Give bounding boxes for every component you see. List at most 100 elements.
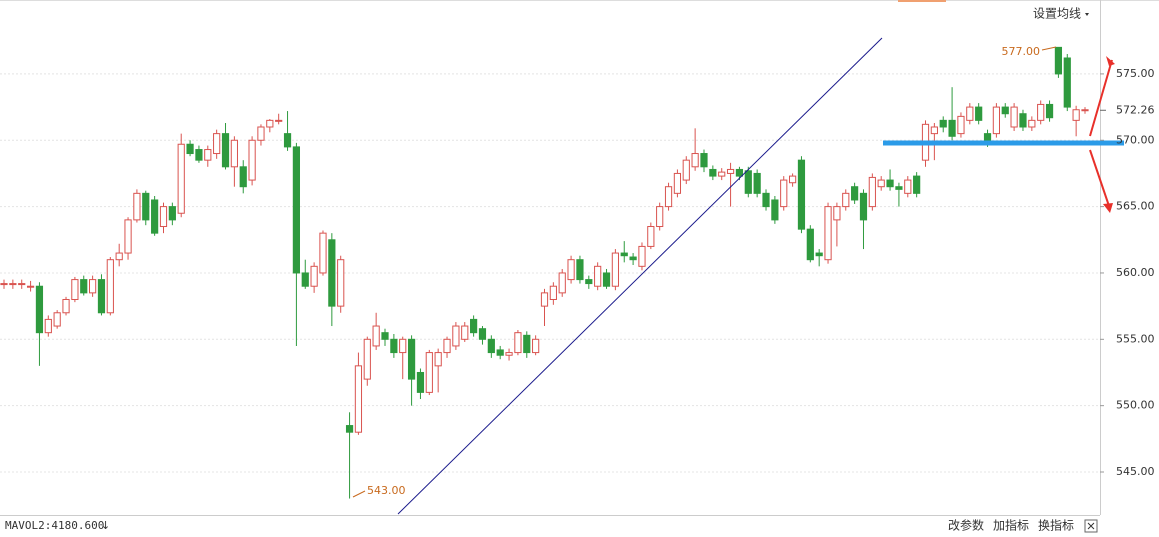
candle-body (753, 172, 761, 194)
candle-body (532, 338, 540, 354)
candle-body (470, 318, 478, 334)
candle-body (328, 239, 336, 307)
high-pointer (1041, 46, 1057, 51)
close-icon (1087, 522, 1095, 530)
candle-body (664, 186, 673, 208)
candle-body (142, 192, 150, 221)
menu-caret (1085, 13, 1089, 16)
y-tick-label: 560.00 (1116, 266, 1155, 279)
candle-body (434, 352, 442, 367)
candle-body (354, 365, 363, 433)
candle-body (319, 232, 327, 274)
y-tick-label: 550.00 (1116, 399, 1155, 412)
candle-body (815, 252, 823, 257)
trend-line (397, 37, 883, 515)
candle-body (159, 206, 168, 228)
candle-body (744, 170, 752, 194)
candle-body (602, 272, 611, 287)
candle-body (461, 325, 469, 340)
candle-body (913, 175, 921, 194)
candle-body (1063, 57, 1071, 108)
candle-body (80, 279, 88, 294)
button[interactable]: 改参数 (948, 518, 984, 533)
candle-body (523, 334, 531, 354)
candle-body (133, 192, 141, 221)
candle-body (283, 133, 292, 148)
candle-body (372, 325, 380, 347)
candle-body (904, 179, 912, 194)
button[interactable]: 换指标 (1038, 518, 1074, 533)
indicator-arrow: ↓ (101, 519, 110, 532)
candle-body (399, 338, 407, 354)
candle-body (1054, 46, 1063, 75)
candle-body (44, 318, 52, 334)
candle-body (514, 332, 522, 354)
candle-body (363, 338, 371, 380)
candle-body (647, 226, 655, 247)
y-tick-label: 575.00 (1116, 67, 1155, 80)
candle-body (151, 199, 159, 234)
candle-body (62, 298, 70, 314)
candle-body (416, 371, 425, 393)
low-label: 543.00 (367, 484, 406, 497)
candle-body (26, 285, 35, 288)
candle-body (1072, 109, 1080, 121)
candle-body (18, 283, 26, 286)
button[interactable]: 加指标 (993, 518, 1029, 533)
candle-body (248, 139, 256, 181)
candle-body (540, 292, 549, 307)
candle-body (983, 133, 992, 141)
candle-body (797, 159, 806, 230)
candle-body (452, 325, 460, 347)
candle-body (656, 206, 664, 228)
candle-body (168, 206, 176, 221)
candle-body (718, 171, 726, 177)
candle-body (9, 283, 17, 286)
ma-menu[interactable]: 设置均线 (1033, 7, 1081, 21)
candle-body (345, 425, 354, 433)
candle-body (939, 119, 947, 128)
candle-body (1028, 119, 1036, 128)
candle-body (1045, 103, 1054, 119)
candle-body (478, 328, 487, 340)
candle-body (726, 168, 735, 174)
candle-body (594, 265, 602, 287)
candle-body (851, 186, 859, 201)
high-label: 577.00 (1002, 45, 1041, 58)
candle-body (487, 338, 495, 354)
candle-body (771, 199, 779, 221)
candle-body (301, 272, 309, 287)
candle-body (992, 106, 1000, 135)
candle-body (266, 119, 274, 128)
candle-body (629, 256, 637, 261)
candle-body (975, 106, 983, 121)
candle-body (585, 279, 593, 285)
candle-body (700, 153, 708, 168)
candle-body (496, 349, 504, 356)
candle-body (549, 285, 557, 300)
candle-body (443, 338, 451, 354)
down-arrow (1089, 149, 1110, 207)
candle-body (780, 179, 788, 208)
candle-body (833, 206, 841, 221)
low-pointer (352, 490, 366, 498)
candle-body (186, 143, 194, 155)
candle-body (195, 149, 203, 161)
candle-body (1081, 109, 1089, 112)
y-tick-label: 565.00 (1116, 200, 1155, 213)
candle-body (213, 133, 221, 155)
y-tick-label: 570.00 (1116, 133, 1155, 146)
candle-body (930, 126, 938, 135)
candle-body (709, 168, 717, 177)
candle-body (204, 149, 212, 161)
candle-body (35, 285, 44, 334)
y-tick-label: 545.00 (1116, 465, 1155, 478)
candle-body (337, 259, 345, 307)
candle-body (292, 146, 301, 274)
candle-body (407, 338, 416, 380)
candle-body (620, 252, 628, 257)
candle-body (505, 352, 513, 356)
candle-body (0, 283, 8, 286)
